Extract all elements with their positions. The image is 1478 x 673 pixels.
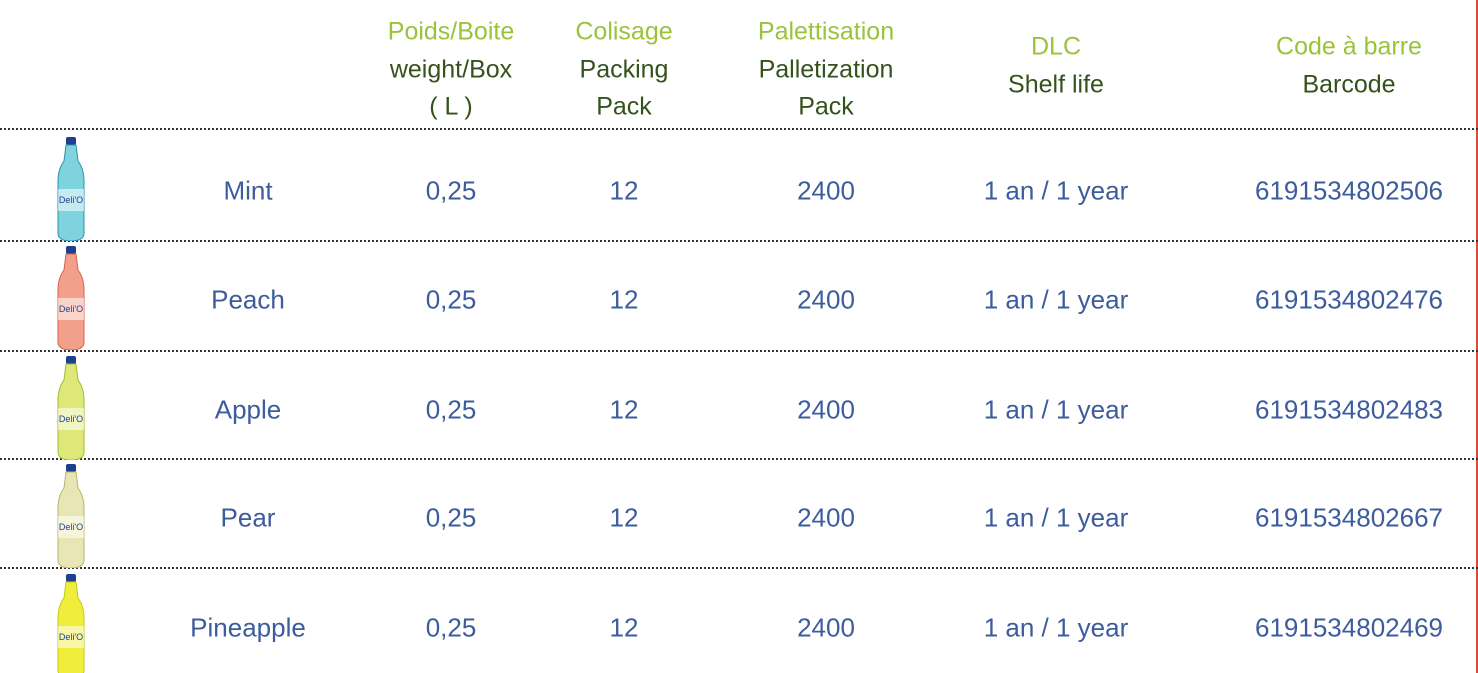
svg-text:Deli'O: Deli'O <box>59 195 83 205</box>
product-name: Mint <box>223 175 273 206</box>
cell: 12 <box>609 502 639 533</box>
cell: 1 an / 1 year <box>983 284 1129 315</box>
svg-text:Deli'O: Deli'O <box>59 522 83 532</box>
cell: 6191534802483 <box>1255 394 1443 425</box>
header-title: Poids/Boite <box>387 17 515 46</box>
product-name: Pineapple <box>190 612 306 643</box>
cell: 2400 <box>797 175 855 206</box>
header-line: Pack <box>798 92 854 121</box>
cell: 6191534802469 <box>1255 612 1443 643</box>
bottle-icon: Deli'O <box>57 246 85 350</box>
svg-text:Deli'O: Deli'O <box>59 414 83 424</box>
header-line: Shelf life <box>1008 70 1104 99</box>
header-line: Packing <box>579 55 669 84</box>
row-separator <box>0 128 1478 130</box>
header-line: Palletization <box>758 55 894 84</box>
row-separator <box>0 458 1478 460</box>
row-separator <box>0 567 1478 569</box>
header-title: Colisage <box>575 17 673 46</box>
bottle-icon: Deli'O <box>57 574 85 673</box>
cell: 0,25 <box>425 502 477 533</box>
product-name: Apple <box>214 394 282 425</box>
product-name: Peach <box>211 284 285 315</box>
header-line: weight/Box <box>389 55 513 84</box>
cell: 12 <box>609 175 639 206</box>
row-separator <box>0 350 1478 352</box>
header-line: ( L ) <box>429 92 473 121</box>
cell: 6191534802476 <box>1255 284 1443 315</box>
svg-text:Deli'O: Deli'O <box>59 632 83 642</box>
bottle-icon: Deli'O <box>57 137 85 241</box>
cell: 2400 <box>797 394 855 425</box>
cell: 2400 <box>797 612 855 643</box>
cell: 0,25 <box>425 612 477 643</box>
cell: 12 <box>609 394 639 425</box>
cell: 0,25 <box>425 284 477 315</box>
header-title: Code à barre <box>1276 32 1422 61</box>
bottle-icon: Deli'O <box>57 356 85 460</box>
header-line: Barcode <box>1302 70 1396 99</box>
page-edge <box>1476 0 1478 673</box>
header-title: DLC <box>1030 32 1082 61</box>
cell: 1 an / 1 year <box>983 612 1129 643</box>
cell: 12 <box>609 284 639 315</box>
row-separator <box>0 240 1478 242</box>
cell: 6191534802667 <box>1255 502 1443 533</box>
product-name: Pear <box>220 502 276 533</box>
cell: 12 <box>609 612 639 643</box>
cell: 0,25 <box>425 394 477 425</box>
cell: 1 an / 1 year <box>983 394 1129 425</box>
cell: 2400 <box>797 502 855 533</box>
svg-text:Deli'O: Deli'O <box>59 304 83 314</box>
header-line: Pack <box>596 92 652 121</box>
bottle-icon: Deli'O <box>57 464 85 568</box>
header-title: Palettisation <box>757 17 895 46</box>
cell: 1 an / 1 year <box>983 175 1129 206</box>
cell: 1 an / 1 year <box>983 502 1129 533</box>
cell: 2400 <box>797 284 855 315</box>
cell: 0,25 <box>425 175 477 206</box>
cell: 6191534802506 <box>1255 175 1443 206</box>
